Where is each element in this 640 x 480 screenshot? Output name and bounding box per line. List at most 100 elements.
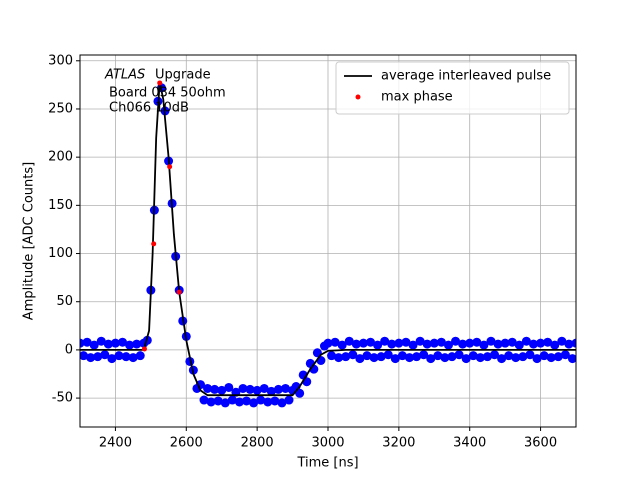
point [103, 339, 113, 349]
point [217, 385, 227, 395]
point [543, 337, 553, 347]
point [550, 340, 560, 350]
point [493, 339, 503, 349]
point [479, 340, 489, 350]
point [206, 397, 216, 407]
point [141, 346, 147, 352]
point [553, 352, 563, 362]
point [151, 241, 157, 247]
legend: average interleaved pulse max phase [335, 61, 570, 115]
y-tick-label: 0 [65, 342, 73, 357]
point [114, 351, 124, 361]
point [323, 338, 333, 348]
point [518, 352, 528, 362]
point [341, 352, 351, 362]
point [387, 339, 397, 349]
point [521, 336, 531, 346]
point [362, 351, 372, 361]
point [536, 338, 546, 348]
point [369, 353, 379, 363]
point [415, 336, 425, 346]
y-tick-label: 200 [48, 150, 73, 165]
point [96, 336, 106, 346]
point [348, 350, 358, 360]
point [280, 383, 290, 393]
point [454, 350, 464, 360]
point [546, 353, 556, 363]
point [199, 395, 209, 405]
point [472, 337, 482, 347]
point [277, 398, 287, 408]
point [475, 353, 485, 363]
point [100, 350, 110, 360]
point [482, 352, 492, 362]
point [121, 352, 131, 362]
point [567, 354, 576, 364]
point [408, 340, 418, 350]
point [373, 340, 383, 350]
point [203, 383, 213, 393]
annotation-emphasis: ATLAS [104, 68, 145, 83]
point [380, 336, 390, 346]
x-tick-label: 3200 [382, 436, 415, 451]
point [511, 353, 521, 363]
point [167, 164, 173, 170]
point [337, 340, 347, 350]
x-tick-label: 3000 [311, 436, 344, 451]
point [401, 337, 411, 347]
y-tick-label: 100 [48, 246, 73, 261]
point [528, 339, 538, 349]
point [497, 354, 507, 364]
point [82, 337, 92, 347]
point [128, 353, 138, 363]
point [266, 386, 276, 396]
x-tick-label: 3400 [453, 436, 486, 451]
point [157, 80, 163, 86]
y-tick-label: 250 [48, 101, 73, 116]
point [295, 388, 305, 398]
y-axis-label: Amplitude [ADC Counts] [22, 162, 37, 320]
point [234, 397, 244, 407]
point [433, 351, 443, 361]
point [394, 338, 404, 348]
point [440, 353, 450, 363]
point [270, 396, 280, 406]
annotation-line: Board 034 50ohm [109, 86, 226, 101]
x-tick-label: 3600 [524, 436, 557, 451]
annotation: ATLAS Upgrade Board 034 50ohm Ch066 10dB [104, 68, 226, 116]
point [355, 354, 365, 364]
point [224, 382, 234, 392]
point [132, 339, 142, 349]
point [259, 383, 269, 393]
point [468, 351, 478, 361]
point [419, 350, 429, 360]
point [220, 398, 230, 408]
point [86, 353, 96, 363]
point [390, 354, 400, 364]
point [107, 354, 117, 364]
y-tick-label: 300 [48, 53, 73, 68]
plot-data [80, 80, 576, 408]
point [245, 384, 255, 394]
point [539, 351, 549, 361]
point [458, 339, 468, 349]
annotation-line: Upgrade [155, 68, 211, 83]
point [125, 340, 135, 350]
x-tick-label: 2400 [99, 436, 132, 451]
point [422, 339, 432, 349]
point [383, 350, 393, 360]
line [80, 81, 576, 397]
point [514, 340, 524, 350]
legend-box [335, 61, 570, 115]
x-tick-label: 2800 [241, 436, 274, 451]
point [436, 337, 446, 347]
point [284, 395, 294, 405]
point [89, 340, 99, 350]
point [210, 384, 220, 394]
point [447, 352, 457, 362]
point [500, 338, 510, 348]
point [110, 338, 120, 348]
point [429, 338, 439, 348]
point [344, 336, 354, 346]
point [451, 336, 461, 346]
